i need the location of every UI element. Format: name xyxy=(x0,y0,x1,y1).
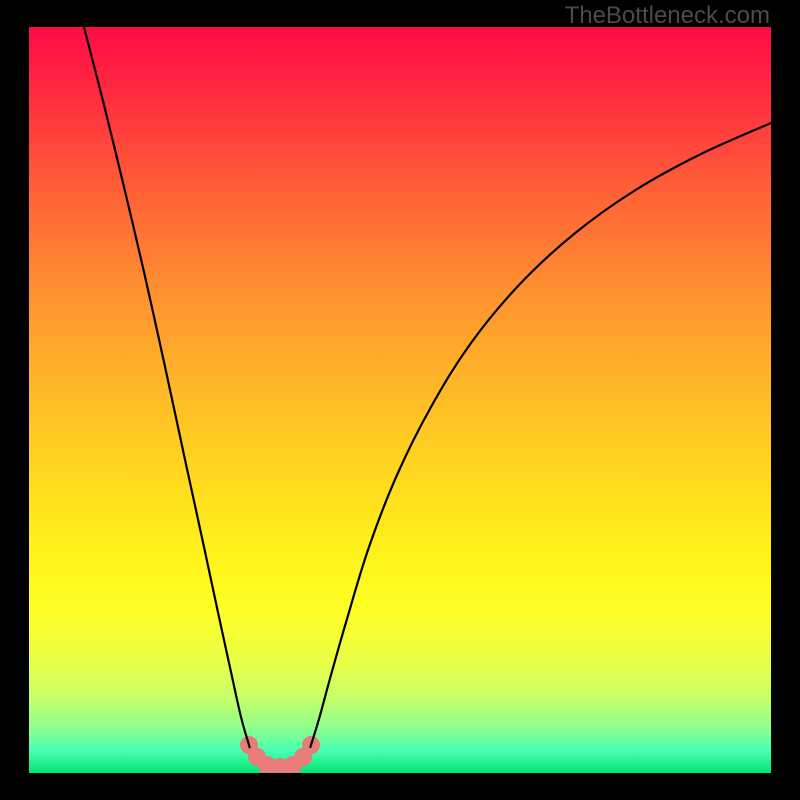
bottleneck-curve xyxy=(29,27,771,773)
watermark-text: TheBottleneck.com xyxy=(565,2,770,30)
chart-frame: TheBottleneck.com xyxy=(0,0,800,800)
plot-area xyxy=(29,27,771,773)
